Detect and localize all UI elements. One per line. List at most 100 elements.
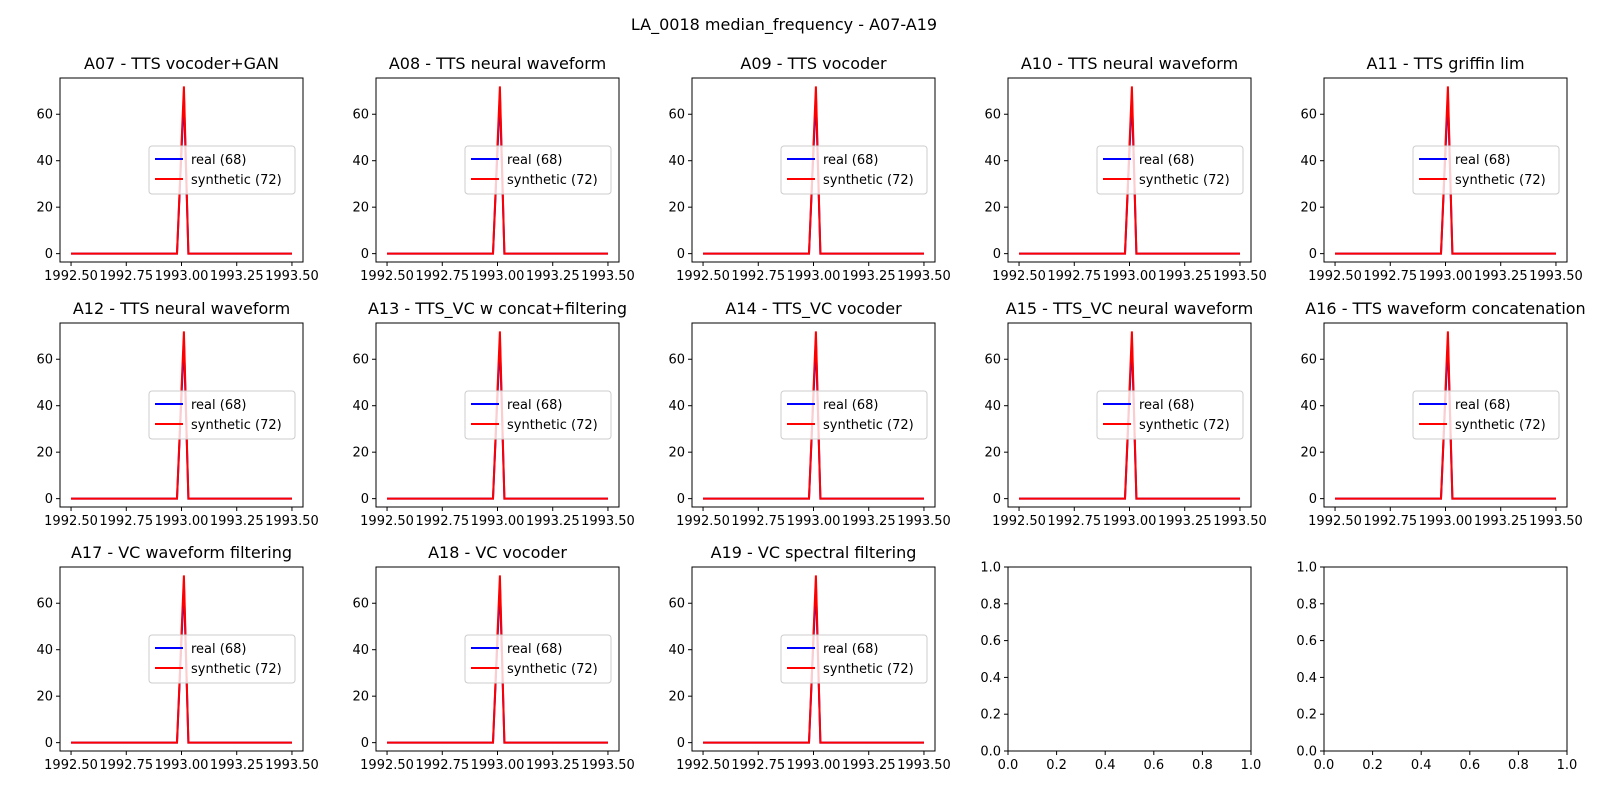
axes-frame <box>691 322 936 508</box>
x-tick-label: 1993.25 <box>210 758 264 773</box>
legend-label: synthetic (72) <box>191 173 282 188</box>
y-tick-label: 0 <box>45 736 53 751</box>
legend-label: real (68) <box>191 153 246 168</box>
y-tick-label: 60 <box>352 597 369 612</box>
x-tick-label: 1993.25 <box>842 758 896 773</box>
x-tick-label: 1992.50 <box>44 269 98 284</box>
y-tick-label: 20 <box>36 446 53 461</box>
y-tick-label: 40 <box>352 154 369 169</box>
legend-label: real (68) <box>823 398 878 413</box>
legend-box <box>1096 390 1244 440</box>
legend-label: real (68) <box>823 642 878 657</box>
legend-label: real (68) <box>1455 153 1510 168</box>
subplot-title: A19 - VC spectral filtering <box>711 543 917 562</box>
x-tick-label: 1992.50 <box>992 514 1046 529</box>
legend-box <box>780 634 928 684</box>
series-line-synthetic <box>71 86 292 255</box>
x-tick-label: 0.6 <box>1459 758 1480 773</box>
axes-frame <box>375 566 620 752</box>
axes-frame <box>59 322 304 508</box>
subplot-11: A17 - VC waveform filtering 1992.50 1992.7… <box>36 543 318 773</box>
axes-frame <box>691 566 936 752</box>
x-tick-label: 1992.75 <box>99 514 153 529</box>
y-tick-label: 0.8 <box>1296 597 1317 612</box>
x-tick-label: 1993.25 <box>1474 269 1528 284</box>
y-tick-label: 20 <box>352 446 369 461</box>
legend: real (68) synthetic (72) <box>464 634 612 684</box>
legend-box <box>780 145 928 195</box>
x-tick-label: 1992.50 <box>676 269 730 284</box>
y-tick-label: 40 <box>668 154 685 169</box>
x-tick-label: 1993.00 <box>471 758 525 773</box>
x-tick-label: 1993.50 <box>581 758 635 773</box>
y-tick-label: 1.0 <box>1296 561 1317 576</box>
axes-frame <box>375 77 620 263</box>
subplot-title: A17 - VC waveform filtering <box>71 543 292 562</box>
legend-label: synthetic (72) <box>507 418 598 433</box>
y-tick-label: 60 <box>1300 108 1317 123</box>
y-tick-label: 20 <box>668 201 685 216</box>
x-tick-label: 1992.75 <box>1047 514 1101 529</box>
legend-label: synthetic (72) <box>1455 418 1546 433</box>
x-tick-label: 0.2 <box>1362 758 1383 773</box>
y-tick-label: 0 <box>993 492 1001 507</box>
legend-box <box>1412 145 1560 195</box>
x-tick-label: 0.4 <box>1095 758 1116 773</box>
series-line-synthetic <box>71 575 292 744</box>
y-tick-label: 0.2 <box>1296 708 1317 723</box>
legend-label: real (68) <box>507 153 562 168</box>
y-tick-label: 0.2 <box>980 708 1001 723</box>
x-tick-label: 1993.00 <box>1103 269 1157 284</box>
y-tick-label: 0 <box>677 492 685 507</box>
y-tick-label: 20 <box>1300 446 1317 461</box>
x-tick-label: 1993.00 <box>155 269 209 284</box>
y-tick-label: 20 <box>668 446 685 461</box>
x-tick-label: 1993.25 <box>1474 514 1528 529</box>
y-tick-label: 0.0 <box>1296 745 1317 760</box>
y-tick-label: 0 <box>361 492 369 507</box>
axes-frame <box>1323 77 1568 263</box>
y-tick-label: 40 <box>984 399 1001 414</box>
legend-label: synthetic (72) <box>191 662 282 677</box>
x-tick-label: 1993.00 <box>1419 514 1473 529</box>
x-tick-label: 1993.00 <box>471 514 525 529</box>
y-tick-label: 40 <box>668 643 685 658</box>
y-tick-label: 60 <box>984 108 1001 123</box>
x-tick-label: 1993.00 <box>155 514 209 529</box>
legend: real (68) synthetic (72) <box>1412 390 1560 440</box>
y-tick-label: 0.6 <box>980 634 1001 649</box>
legend-box <box>1412 390 1560 440</box>
x-tick-label: 1993.25 <box>842 514 896 529</box>
legend-box <box>148 145 296 195</box>
series-line-synthetic <box>703 86 924 255</box>
subplot-title: A18 - VC vocoder <box>428 543 567 562</box>
legend-label: real (68) <box>191 642 246 657</box>
legend: real (68) synthetic (72) <box>464 390 612 440</box>
x-tick-label: 1992.75 <box>1363 269 1417 284</box>
legend: real (68) synthetic (72) <box>1412 145 1560 195</box>
x-tick-label: 1993.25 <box>526 758 580 773</box>
series-line-synthetic <box>387 331 608 500</box>
x-tick-label: 1992.50 <box>676 758 730 773</box>
x-tick-label: 1992.75 <box>731 758 785 773</box>
legend-label: synthetic (72) <box>1455 173 1546 188</box>
series-line-synthetic <box>703 575 924 744</box>
axes-frame <box>1323 322 1568 508</box>
x-tick-label: 1992.75 <box>731 269 785 284</box>
x-tick-label: 1992.50 <box>992 269 1046 284</box>
x-tick-label: 1992.50 <box>1308 269 1362 284</box>
legend: real (68) synthetic (72) <box>148 390 296 440</box>
x-tick-label: 1993.00 <box>787 514 841 529</box>
x-tick-label: 1992.75 <box>99 269 153 284</box>
subplot-title: A08 - TTS neural waveform <box>389 54 606 73</box>
subplot-9: A15 - TTS_VC neural waveform 1992.50 1992.… <box>984 299 1266 529</box>
legend: real (68) synthetic (72) <box>780 390 928 440</box>
x-tick-label: 1993.25 <box>1158 514 1212 529</box>
y-tick-label: 60 <box>352 353 369 368</box>
legend-label: real (68) <box>823 153 878 168</box>
axes-frame <box>1007 322 1252 508</box>
legend-label: synthetic (72) <box>823 662 914 677</box>
